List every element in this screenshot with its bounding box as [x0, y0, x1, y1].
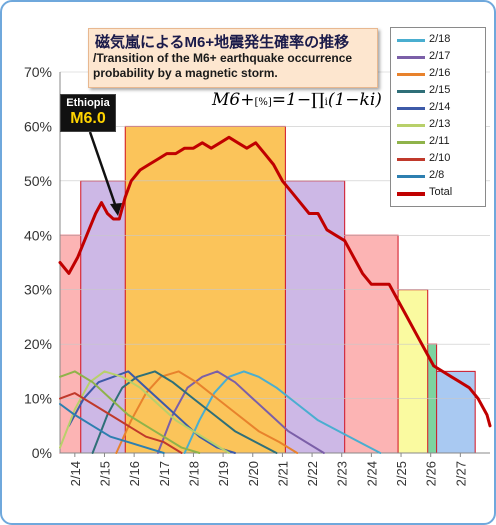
legend-label: 2/10 [429, 152, 451, 164]
y-tick-label: 0% [32, 445, 52, 461]
series-line-2 [115, 370, 299, 454]
chart-title-english: /Transition of the M6+ earthquake occurr… [93, 51, 353, 80]
y-tick-label: 70% [24, 64, 52, 80]
series-line-0 [183, 370, 382, 454]
legend-item: 2/11 [391, 134, 485, 148]
legend-swatch [397, 39, 425, 42]
probability-formula: M6+[%]=1−∏i(1−ki) [212, 90, 382, 110]
legend-swatch [397, 158, 425, 161]
legend-swatch [397, 192, 425, 196]
y-tick-label: 20% [24, 336, 52, 352]
legend-item: 2/15 [391, 83, 485, 97]
series-line-9 [58, 135, 492, 428]
chart-title-box: 磁気嵐によるM6+地震発生確率の推移 /Transition of the M6… [88, 28, 378, 88]
legend-label: 2/16 [429, 67, 451, 79]
series-line-4 [67, 370, 236, 454]
earthquake-location: Ethiopia [66, 97, 110, 109]
legend-label: 2/15 [429, 84, 451, 96]
formula-tail: (1−ki) [327, 90, 382, 110]
legend-label: Total [429, 186, 453, 198]
chart-title-japanese: 磁気嵐によるM6+地震発生確率の推移 [95, 34, 350, 51]
x-tick-label: 2/20 [246, 461, 261, 486]
legend-swatch [397, 56, 425, 59]
x-tick-label: 2/25 [394, 461, 409, 486]
legend-item: 2/8 [391, 168, 485, 182]
x-tick-label: 2/27 [453, 461, 468, 486]
legend-label: 2/13 [429, 118, 451, 130]
legend-swatch [397, 73, 425, 76]
legend-label: 2/14 [429, 101, 451, 113]
annotation-arrow-shaft [88, 131, 120, 214]
x-tick-label: 2/15 [97, 461, 112, 486]
x-tick-label: 2/14 [68, 461, 83, 486]
series-line-6 [59, 370, 201, 454]
y-tick-label: 10% [24, 391, 52, 407]
x-tick-label: 2/17 [157, 461, 172, 486]
x-tick-label: 2/19 [216, 461, 231, 486]
legend-item: 2/13 [391, 117, 485, 131]
series-line-7 [59, 392, 183, 454]
x-tick-label: 2/24 [364, 461, 379, 486]
legend-label: 2/17 [429, 50, 451, 62]
annotation-arrow-head [110, 203, 122, 216]
legend-swatch [397, 175, 425, 178]
series-line-1 [156, 370, 325, 454]
y-tick-label: 40% [24, 227, 52, 243]
legend-label: 2/8 [429, 169, 445, 181]
y-tick-label: 60% [24, 118, 52, 134]
legend-swatch [397, 107, 425, 110]
legend-item: 2/18 [391, 32, 485, 46]
formula-sub: i [324, 97, 328, 108]
chart-legend: 2/18 2/17 2/16 2/15 2/14 2/13 2/11 2/10 2/8 Total [390, 27, 486, 207]
legend-item: 2/10 [391, 151, 485, 165]
legend-swatch [397, 124, 425, 127]
x-tick-label: 2/22 [305, 461, 320, 486]
legend-item: Total [391, 185, 485, 199]
x-tick-label: 2/26 [424, 461, 439, 486]
y-tick-label: 30% [24, 282, 52, 298]
legend-label: 2/11 [429, 135, 450, 147]
x-tick-label: 2/18 [186, 461, 201, 486]
earthquake-annotation: Ethiopia M6.0 [60, 94, 116, 132]
formula-body: =1−∏ [271, 90, 325, 110]
series-line-5 [59, 370, 230, 454]
x-tick-label: 2/21 [275, 461, 290, 486]
legend-label: 2/18 [429, 33, 451, 45]
formula-lead: M6+ [212, 90, 255, 110]
formula-unit: [%] [254, 97, 272, 108]
x-tick-label: 2/16 [127, 461, 142, 486]
series-line-3 [91, 370, 278, 454]
legend-swatch [397, 141, 425, 144]
legend-swatch [397, 90, 425, 93]
x-tick-label: 2/23 [335, 461, 350, 486]
y-tick-label: 50% [24, 173, 52, 189]
earthquake-magnitude: M6.0 [70, 110, 106, 127]
legend-item: 2/16 [391, 66, 485, 80]
legend-item: 2/17 [391, 49, 485, 63]
series-line-8 [59, 403, 165, 454]
legend-item: 2/14 [391, 100, 485, 114]
